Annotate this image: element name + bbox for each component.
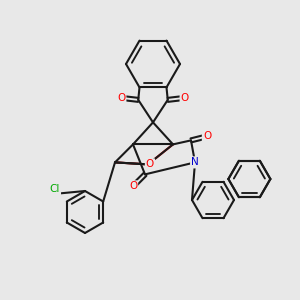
Text: O: O: [146, 159, 154, 170]
Text: Cl: Cl: [50, 184, 60, 194]
Text: O: O: [203, 131, 211, 141]
Text: O: O: [181, 93, 189, 103]
Text: O: O: [129, 182, 137, 191]
Text: N: N: [191, 158, 199, 167]
Text: O: O: [117, 93, 125, 103]
